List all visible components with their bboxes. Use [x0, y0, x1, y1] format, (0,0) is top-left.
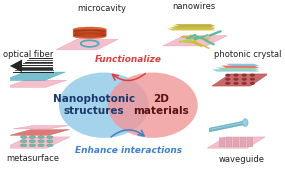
- Polygon shape: [217, 67, 259, 70]
- Ellipse shape: [29, 136, 36, 139]
- Ellipse shape: [225, 82, 230, 85]
- FancyBboxPatch shape: [219, 141, 225, 143]
- Ellipse shape: [38, 140, 44, 143]
- Polygon shape: [3, 72, 65, 81]
- Polygon shape: [212, 69, 259, 72]
- Polygon shape: [25, 61, 53, 63]
- Ellipse shape: [73, 27, 106, 32]
- Ellipse shape: [21, 136, 27, 139]
- Polygon shape: [172, 26, 216, 28]
- Polygon shape: [13, 125, 69, 129]
- Ellipse shape: [250, 82, 255, 85]
- Ellipse shape: [73, 28, 106, 33]
- Polygon shape: [207, 137, 265, 148]
- FancyBboxPatch shape: [240, 144, 246, 147]
- Polygon shape: [167, 29, 216, 30]
- Text: nanowires: nanowires: [172, 2, 215, 11]
- Polygon shape: [221, 66, 259, 68]
- Ellipse shape: [38, 136, 44, 139]
- Ellipse shape: [29, 140, 36, 143]
- Ellipse shape: [225, 74, 230, 77]
- Polygon shape: [10, 60, 22, 72]
- FancyBboxPatch shape: [226, 144, 232, 147]
- FancyBboxPatch shape: [219, 144, 225, 147]
- Ellipse shape: [73, 32, 106, 34]
- Polygon shape: [23, 63, 53, 64]
- Polygon shape: [19, 67, 53, 68]
- Ellipse shape: [21, 144, 27, 147]
- Polygon shape: [163, 36, 227, 46]
- Polygon shape: [21, 65, 53, 66]
- FancyBboxPatch shape: [247, 138, 253, 140]
- Circle shape: [59, 73, 149, 138]
- Ellipse shape: [242, 78, 247, 81]
- Ellipse shape: [250, 78, 255, 81]
- Ellipse shape: [73, 35, 106, 36]
- Polygon shape: [10, 130, 69, 135]
- Polygon shape: [209, 121, 245, 132]
- Polygon shape: [17, 68, 53, 70]
- FancyBboxPatch shape: [247, 144, 253, 147]
- Ellipse shape: [47, 140, 53, 143]
- Ellipse shape: [47, 144, 53, 147]
- Polygon shape: [27, 60, 53, 61]
- Ellipse shape: [225, 78, 230, 81]
- Text: optical fiber: optical fiber: [3, 50, 54, 59]
- Ellipse shape: [73, 29, 106, 35]
- Polygon shape: [226, 64, 259, 66]
- FancyBboxPatch shape: [219, 138, 225, 140]
- Polygon shape: [56, 39, 118, 50]
- Text: waveguide: waveguide: [218, 155, 264, 164]
- Ellipse shape: [73, 33, 106, 35]
- Ellipse shape: [47, 136, 53, 139]
- Ellipse shape: [242, 82, 247, 85]
- Text: metasurface: metasurface: [7, 154, 60, 163]
- FancyBboxPatch shape: [233, 141, 239, 143]
- Polygon shape: [5, 80, 67, 87]
- Text: microcavity: microcavity: [77, 4, 126, 13]
- Ellipse shape: [242, 74, 247, 77]
- Ellipse shape: [73, 32, 106, 37]
- Text: Enhance interactions: Enhance interactions: [75, 146, 182, 155]
- Polygon shape: [212, 74, 268, 86]
- Polygon shape: [169, 27, 216, 29]
- Ellipse shape: [73, 31, 106, 33]
- Text: photonic crystal: photonic crystal: [214, 50, 282, 59]
- Ellipse shape: [250, 74, 255, 77]
- Ellipse shape: [73, 33, 106, 39]
- Ellipse shape: [73, 31, 106, 36]
- Polygon shape: [13, 72, 54, 73]
- Ellipse shape: [243, 119, 248, 126]
- Text: Nanophotonic
structures: Nanophotonic structures: [53, 94, 135, 116]
- Ellipse shape: [29, 144, 36, 147]
- Text: Functionalize: Functionalize: [95, 55, 162, 64]
- Ellipse shape: [38, 144, 44, 147]
- Polygon shape: [15, 70, 54, 71]
- FancyBboxPatch shape: [226, 138, 232, 140]
- Ellipse shape: [233, 74, 239, 77]
- Polygon shape: [4, 137, 70, 148]
- FancyBboxPatch shape: [240, 141, 246, 143]
- FancyBboxPatch shape: [247, 141, 253, 143]
- FancyBboxPatch shape: [240, 138, 246, 140]
- FancyBboxPatch shape: [233, 138, 239, 140]
- FancyBboxPatch shape: [226, 141, 232, 143]
- FancyBboxPatch shape: [233, 144, 239, 147]
- Ellipse shape: [233, 78, 239, 81]
- Ellipse shape: [233, 82, 239, 85]
- Text: 2D
materials: 2D materials: [133, 94, 189, 116]
- Polygon shape: [174, 24, 216, 26]
- Circle shape: [108, 73, 198, 138]
- Ellipse shape: [21, 140, 27, 143]
- Polygon shape: [28, 58, 52, 60]
- Ellipse shape: [73, 29, 106, 31]
